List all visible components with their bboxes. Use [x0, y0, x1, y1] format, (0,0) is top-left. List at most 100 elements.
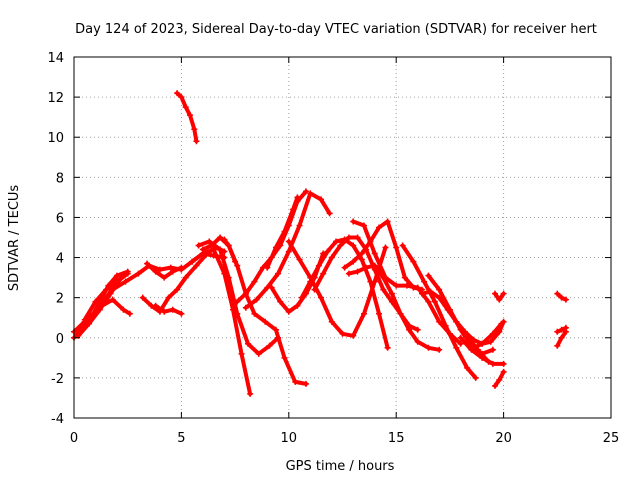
data-point: [234, 262, 241, 269]
series-track-34: [554, 328, 569, 349]
data-point: [191, 126, 198, 133]
data-point: [92, 298, 99, 305]
data-point: [393, 244, 400, 251]
data-point: [225, 274, 232, 281]
data-point: [266, 342, 273, 349]
series-track-30: [470, 320, 505, 351]
series-line: [82, 277, 119, 322]
data-point: [470, 344, 477, 351]
y-tick-label: 6: [56, 211, 64, 226]
y-tick-label: -4: [51, 412, 64, 427]
data-point: [358, 256, 365, 263]
data-point: [457, 334, 464, 341]
data-point: [425, 298, 432, 305]
data-point: [77, 326, 84, 333]
data-point: [500, 368, 507, 375]
data-point: [109, 286, 116, 293]
data-point: [489, 360, 496, 367]
data-point: [393, 282, 400, 289]
y-axis-label: SDTVAR / TECUs: [7, 185, 22, 292]
data-point: [472, 374, 479, 381]
data-point: [498, 320, 505, 327]
data-point: [500, 360, 507, 367]
data-point: [281, 228, 288, 235]
data-point: [251, 278, 258, 285]
y-tick-label: 12: [47, 91, 64, 106]
x-tick-label: 25: [603, 431, 620, 446]
data-point: [558, 294, 565, 301]
data-point: [479, 354, 486, 361]
series-track-16: [242, 190, 333, 311]
data-point: [436, 318, 443, 325]
series-track-05: [81, 276, 120, 323]
data-point: [122, 278, 129, 285]
data-point: [98, 302, 105, 309]
data-point: [345, 234, 352, 241]
data-point: [238, 350, 245, 357]
data-point: [217, 246, 224, 253]
data-point: [296, 222, 303, 229]
data-point: [152, 268, 159, 275]
data-point: [425, 272, 432, 279]
y-tick-label: 4: [56, 252, 64, 267]
data-point: [345, 270, 352, 277]
data-point: [199, 246, 206, 253]
grid-layer: [74, 57, 611, 418]
data-point: [144, 260, 151, 267]
data-point: [341, 264, 348, 271]
series-track-10: [174, 90, 200, 145]
data-point: [320, 270, 327, 277]
data-point: [324, 248, 331, 255]
data-point: [135, 270, 142, 277]
data-point: [328, 254, 335, 261]
data-point: [167, 264, 174, 271]
series-layer: [71, 90, 569, 397]
data-point: [242, 290, 249, 297]
data-point: [161, 308, 168, 315]
data-point: [253, 296, 260, 303]
data-point: [431, 298, 438, 305]
data-point: [152, 302, 159, 309]
data-point: [296, 256, 303, 263]
data-point: [414, 284, 421, 291]
data-point: [487, 338, 494, 345]
data-point: [139, 294, 146, 301]
data-point: [193, 138, 200, 145]
data-point: [358, 250, 365, 257]
data-point: [350, 218, 357, 225]
data-point: [182, 104, 189, 111]
x-tick-label: 10: [281, 431, 298, 446]
data-point: [350, 258, 357, 265]
data-point: [311, 286, 318, 293]
data-point: [380, 286, 387, 293]
y-tick-label: 2: [56, 292, 64, 307]
data-point: [388, 290, 395, 297]
data-point: [275, 270, 282, 277]
data-point: [251, 310, 258, 317]
series-track-25: [399, 242, 479, 381]
data-point: [328, 318, 335, 325]
data-point: [363, 264, 370, 271]
data-point: [294, 302, 301, 309]
data-point: [318, 294, 325, 301]
data-point: [221, 236, 228, 243]
x-axis-label: GPS time / hours: [286, 459, 395, 474]
data-point: [436, 346, 443, 353]
data-point: [178, 264, 185, 271]
y-tick-label: 10: [47, 131, 64, 146]
data-point: [174, 90, 181, 97]
data-point: [367, 278, 374, 285]
data-point: [113, 276, 120, 283]
data-point: [285, 308, 292, 315]
data-point: [371, 262, 378, 269]
data-point: [492, 382, 499, 389]
data-point: [206, 238, 213, 245]
data-point: [500, 290, 507, 297]
data-point: [120, 306, 127, 313]
series-line: [400, 243, 478, 380]
series-line: [286, 239, 388, 338]
data-point: [272, 244, 279, 251]
data-point: [436, 294, 443, 301]
tick-layer: 0 5 10 15 20 25 -4 -2 0 2 4 6 8 10 12 14: [47, 51, 619, 446]
data-point: [182, 274, 189, 281]
